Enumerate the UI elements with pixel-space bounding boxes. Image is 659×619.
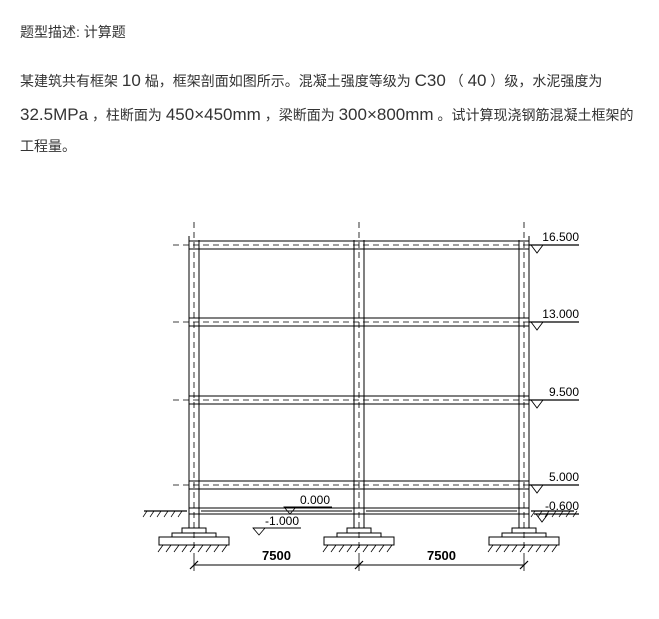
svg-text:-0.600: -0.600 xyxy=(545,499,579,513)
num-frames: 10 xyxy=(122,71,141,90)
cement-strength: 32.5MPa xyxy=(20,105,88,124)
svg-text:7500: 7500 xyxy=(262,548,291,563)
text-frag: ，梁断面为 xyxy=(265,107,335,123)
svg-text:0.000: 0.000 xyxy=(300,493,330,507)
diagram-container: 16.500 13.000 9.500 5.000 -0.600 0.000-1.000 7… xyxy=(20,200,639,589)
svg-text:5.000: 5.000 xyxy=(549,470,579,484)
grade-paren: 40 xyxy=(468,71,487,90)
title-label: 题型描述: xyxy=(20,24,80,40)
col-section: 450×450mm xyxy=(166,105,261,124)
frame-section-diagram: 16.500 13.000 9.500 5.000 -0.600 0.000-1.000 7… xyxy=(139,200,599,580)
concrete-grade: C30 xyxy=(415,71,446,90)
question-type-line: 题型描述: 计算题 xyxy=(20,18,639,46)
text-frag: 榀，框架剖面如图所示。混凝土强度等级为 xyxy=(145,73,411,89)
text-frag: ）级，水泥强度为 xyxy=(490,73,602,89)
question-body: 某建筑共有框架 10 榀，框架剖面如图所示。混凝土强度等级为 C30 （ 40 … xyxy=(20,64,639,160)
text-frag: （ xyxy=(450,73,464,89)
text-frag: 某建筑共有框架 xyxy=(20,73,118,89)
svg-text:9.500: 9.500 xyxy=(549,385,579,399)
text-frag: ，柱断面为 xyxy=(92,107,162,123)
svg-text:-1.000: -1.000 xyxy=(265,514,299,528)
svg-text:16.500: 16.500 xyxy=(542,230,579,244)
beam-section: 300×800mm xyxy=(339,105,434,124)
title-value: 计算题 xyxy=(84,24,126,40)
svg-text:13.000: 13.000 xyxy=(542,307,579,321)
svg-text:7500: 7500 xyxy=(427,548,456,563)
